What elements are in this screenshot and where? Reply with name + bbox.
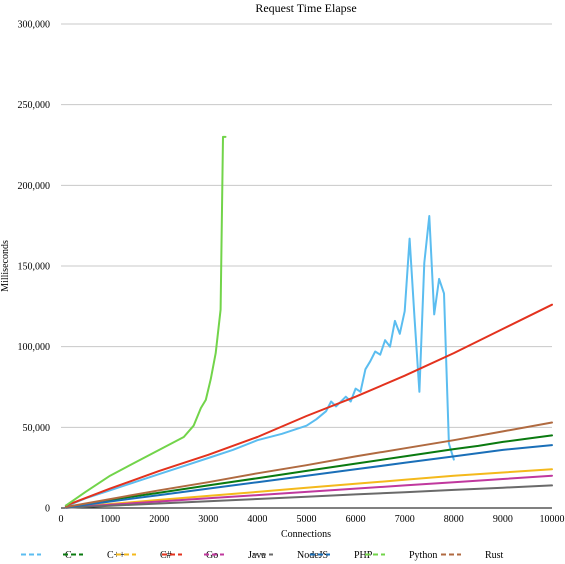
series-line-python (64, 135, 227, 507)
series-line-go (64, 303, 553, 507)
series-line-c (64, 215, 455, 508)
x-tick-label: 5000 (297, 514, 317, 525)
x-tick-label: 3000 (198, 514, 218, 525)
legend-label: Python (409, 550, 437, 561)
y-axis-label: Milliseconds (0, 240, 11, 292)
x-tick-label: 8000 (444, 514, 464, 525)
y-tick-label: 50,000 (23, 423, 51, 434)
x-tick-label: 2000 (149, 514, 169, 525)
series-line-nodejs (64, 484, 553, 509)
x-tick-label: 4000 (247, 514, 267, 525)
y-tick-label: 200,000 (18, 181, 51, 192)
legend: CC++C#GoJavaNodeJSPHPPythonRust (21, 550, 504, 561)
x-tick-label: 0 (59, 514, 64, 525)
y-tick-label: 100,000 (18, 342, 51, 353)
legend-label: C (65, 550, 72, 561)
legend-label: PHP (354, 550, 373, 561)
y-axis-ticks: 0 50,000 100,000 150,000 200,000 250,000 300,0… (18, 20, 51, 515)
y-tick-label: 250,000 (18, 100, 51, 111)
series-line-c- (64, 434, 553, 509)
grid-lines (61, 23, 552, 428)
x-axis-ticks: 0 1000 2000 3000 4000 5000 6000 7000 8000 9000 100… (59, 514, 565, 525)
x-tick-label: 10000 (540, 514, 565, 525)
x-axis-label: Connections (281, 529, 331, 540)
x-tick-label: 7000 (395, 514, 415, 525)
y-tick-label: 300,000 (18, 20, 51, 31)
x-tick-label: 6000 (346, 514, 366, 525)
x-tick-label: 9000 (493, 514, 513, 525)
y-tick-label: 0 (45, 504, 50, 515)
series-line-php (64, 444, 553, 509)
chart-title: Request Time Elapse (255, 1, 356, 15)
series-line-c- (64, 468, 553, 509)
series-line-java (64, 474, 553, 509)
series-line-rust (64, 421, 553, 508)
legend-label: Rust (485, 550, 504, 561)
y-tick-label: 150,000 (18, 262, 51, 273)
x-tick-label: 1000 (100, 514, 120, 525)
series-lines (64, 135, 553, 509)
